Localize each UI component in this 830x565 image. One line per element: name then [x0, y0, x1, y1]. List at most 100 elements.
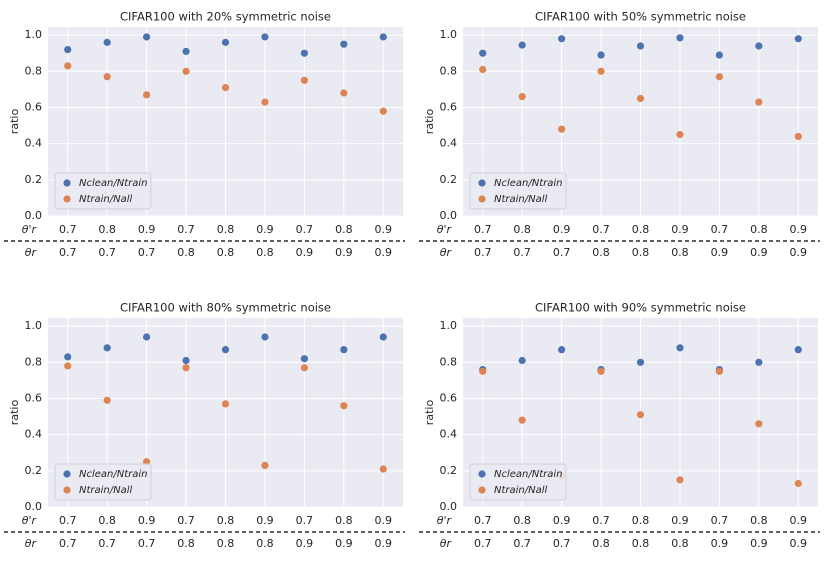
y-tick-label: 0.0 — [25, 209, 43, 222]
legend-label: Nclean/Ntrain — [79, 178, 148, 189]
legend-box — [54, 463, 152, 501]
y-tick-label: 0.4 — [440, 428, 458, 441]
x-tick-label: 0.8 — [632, 514, 650, 527]
point — [636, 94, 645, 103]
y-tick-label: 0.2 — [440, 464, 458, 477]
x-tick-label: 0.9 — [375, 537, 393, 550]
y-tick-label: 0.8 — [25, 64, 43, 77]
x-tick-label: 0.9 — [711, 246, 729, 259]
point — [103, 344, 111, 352]
x-tick-label: 0.9 — [375, 223, 393, 236]
point — [143, 91, 151, 99]
row-label: θr — [25, 537, 38, 550]
point — [379, 333, 387, 341]
y-tick-label: 0.6 — [25, 391, 43, 404]
x-tick-label: 0.7 — [553, 246, 571, 259]
point — [221, 83, 230, 92]
x-tick-label: 0.8 — [177, 246, 195, 259]
row-label: θr — [25, 246, 38, 259]
x-tick-label: 0.8 — [256, 537, 274, 550]
x-tick-label: 0.7 — [474, 246, 492, 259]
point — [755, 358, 763, 366]
point — [715, 73, 723, 81]
y-tick-label: 1.0 — [25, 28, 43, 41]
point — [340, 89, 348, 97]
point — [182, 356, 190, 365]
point — [103, 396, 111, 404]
x-tick-label: 0.8 — [217, 223, 235, 236]
point — [261, 333, 269, 341]
legend-marker — [478, 486, 486, 494]
legend-label: Ntrain/Nall — [79, 194, 133, 205]
y-tick-label: 0.2 — [25, 464, 43, 477]
x-tick-label: 0.9 — [750, 246, 768, 259]
legend-label: Nclean/Ntrain — [79, 469, 148, 480]
y-tick-label: 0.4 — [25, 428, 43, 441]
chart-title: CIFAR100 with 80% symmetric noise — [120, 301, 331, 315]
point — [518, 356, 526, 365]
point — [340, 346, 348, 354]
row-label: θr — [440, 246, 453, 259]
legend-label: Ntrain/Nall — [494, 485, 548, 496]
point — [755, 42, 763, 50]
x-tick-label: 0.9 — [553, 514, 571, 527]
point — [676, 476, 684, 484]
y-axis-label: ratio — [8, 109, 21, 135]
x-tick-label: 0.8 — [750, 223, 768, 236]
x-tick-label: 0.7 — [592, 223, 610, 236]
point — [518, 93, 526, 101]
point — [794, 479, 802, 488]
row-label: θ'r — [437, 514, 453, 527]
y-tick-label: 0.4 — [25, 137, 43, 150]
x-tick-label: 0.9 — [375, 514, 393, 527]
row-label: θ'r — [437, 223, 453, 236]
x-tick-label: 0.7 — [59, 246, 77, 259]
x-tick-label: 0.7 — [711, 223, 729, 236]
row-label: θr — [440, 537, 453, 550]
point — [715, 367, 723, 375]
row-label: θ'r — [22, 223, 38, 236]
x-tick-label: 0.7 — [138, 537, 156, 550]
point — [261, 461, 269, 470]
x-tick-label: 0.8 — [592, 537, 610, 550]
x-tick-label: 0.9 — [671, 514, 689, 527]
point — [221, 38, 230, 46]
point — [300, 355, 308, 363]
x-tick-label: 0.8 — [98, 223, 116, 236]
x-tick-label: 0.8 — [750, 514, 768, 527]
subplot: CIFAR100 with 80% symmetric noise ratio 0.… — [4, 301, 405, 550]
point — [261, 98, 269, 106]
x-tick-label: 0.9 — [750, 537, 768, 550]
point — [182, 364, 190, 372]
point — [143, 33, 151, 41]
x-tick-label: 0.7 — [138, 246, 156, 259]
point — [300, 76, 308, 84]
x-tick-label: 0.9 — [375, 246, 393, 259]
x-tick-label: 0.8 — [671, 537, 689, 550]
legend-marker — [63, 179, 71, 187]
y-axis-label: ratio — [8, 400, 21, 426]
y-tick-label: 0.2 — [440, 173, 458, 186]
x-tick-label: 0.8 — [217, 537, 235, 550]
x-tick-label: 0.8 — [632, 246, 650, 259]
y-axis-label: ratio — [423, 400, 436, 426]
point — [676, 344, 684, 352]
point — [479, 65, 487, 74]
x-tick-label: 0.9 — [790, 246, 808, 259]
point — [755, 98, 763, 106]
point — [103, 73, 111, 81]
y-tick-label: 0.6 — [25, 100, 43, 113]
x-tick-label: 0.9 — [296, 246, 314, 259]
point — [300, 364, 308, 372]
point — [64, 353, 72, 361]
x-tick-label: 0.9 — [790, 223, 808, 236]
x-tick-label: 0.9 — [790, 537, 808, 550]
x-tick-label: 0.8 — [513, 223, 531, 236]
point — [558, 125, 566, 133]
x-tick-label: 0.8 — [217, 514, 235, 527]
point — [182, 67, 190, 75]
chart-title: CIFAR100 with 90% symmetric noise — [535, 301, 746, 315]
y-tick-label: 1.0 — [440, 28, 458, 41]
x-tick-label: 0.7 — [474, 223, 492, 236]
